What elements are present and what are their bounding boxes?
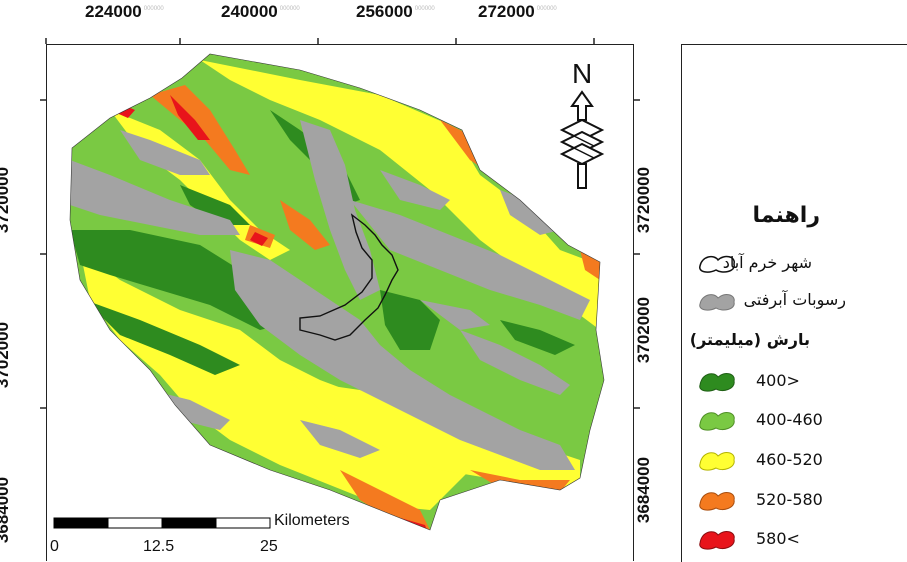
city-outline-icon bbox=[699, 255, 735, 273]
legend-alluvium-label: رسوبات آبرفتی bbox=[743, 290, 846, 309]
top-tick-240000: 240000 000000 bbox=[221, 2, 300, 21]
class-swatch-icon-2 bbox=[699, 412, 735, 431]
right-tick-3720000: 3720000 bbox=[634, 166, 654, 234]
alluvium-swatch-icon bbox=[699, 294, 735, 311]
legend-precip-title: بارش (میلیمتر) bbox=[689, 330, 810, 349]
class-swatch-icon-1 bbox=[699, 373, 735, 392]
class-label-5: 580< bbox=[756, 529, 800, 548]
top-tick-272000: 272000 000000 bbox=[478, 2, 557, 21]
class-swatch-icon-5 bbox=[699, 531, 735, 550]
scale-bar bbox=[53, 517, 271, 529]
scale-label-12-5: 12.5 bbox=[143, 538, 175, 555]
scale-unit-label: Kilometers bbox=[274, 512, 350, 529]
right-tick-3684000: 3684000 bbox=[634, 456, 654, 524]
north-label: N bbox=[572, 58, 593, 89]
class-label-1: 400> bbox=[756, 371, 800, 390]
right-tick-3702000: 3702000 bbox=[634, 296, 654, 364]
top-tick-256000: 256000 000000 bbox=[356, 2, 435, 21]
legend-panel: راهنما شهر خرم آباد رسوبات آبرفتی بارش (… bbox=[681, 44, 907, 562]
left-tick-3720000: 3720000 bbox=[0, 166, 13, 234]
north-arrow-icon bbox=[559, 90, 605, 189]
class-swatch-icon-3 bbox=[699, 452, 735, 471]
top-tick-224000: 224000 000000 bbox=[85, 2, 164, 21]
left-tick-3684000: 3684000 bbox=[0, 476, 13, 544]
scale-label-25: 25 bbox=[260, 538, 278, 555]
class-label-3: 460-520 bbox=[756, 450, 823, 469]
class-swatch-icon-4 bbox=[699, 492, 735, 511]
legend-city-label: شهر خرم آباد bbox=[722, 253, 812, 272]
legend-title: راهنما bbox=[752, 203, 820, 228]
class-label-4: 520-580 bbox=[756, 490, 823, 509]
precipitation-map bbox=[69, 53, 605, 531]
class-label-2: 400-460 bbox=[756, 410, 823, 429]
left-tick-3702000: 3702000 bbox=[0, 321, 13, 389]
scale-label-0: 0 bbox=[50, 538, 59, 555]
